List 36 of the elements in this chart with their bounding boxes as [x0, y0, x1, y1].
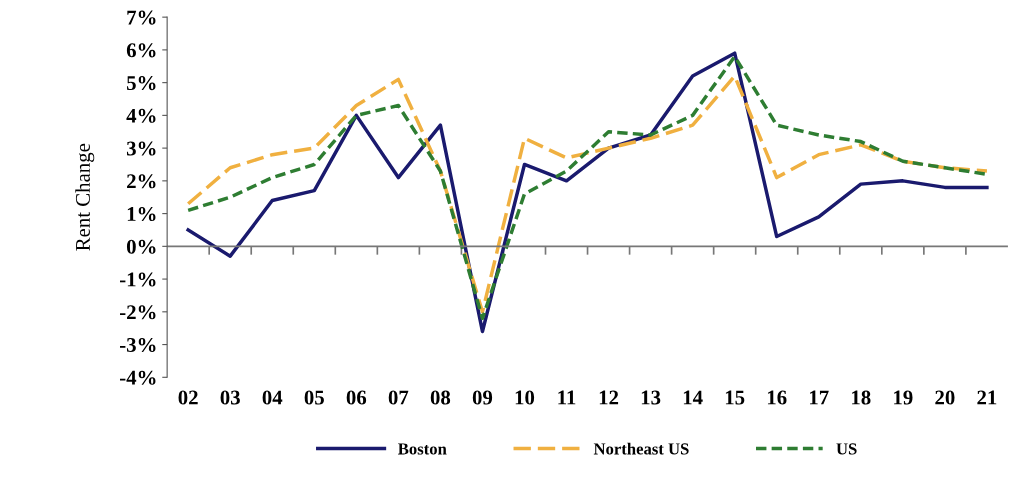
y-tick-label: 5%	[127, 76, 156, 91]
x-tick-label: 11	[558, 390, 576, 405]
y-tick-label: 7%	[127, 10, 156, 25]
x-tick-label: 17	[810, 390, 829, 405]
legend-label: Northeast US	[593, 442, 689, 455]
x-tick-label: 08	[430, 390, 451, 405]
x-tick-label: 19	[894, 390, 913, 405]
y-tick-label: 3%	[126, 141, 156, 156]
y-tick-label: -1%	[120, 272, 156, 287]
x-tick-label: 13	[641, 390, 661, 405]
x-tick-label: 12	[599, 390, 619, 405]
y-axis-title: Rent Change	[75, 143, 95, 251]
x-tick-label: 14	[683, 390, 703, 405]
x-tick-label: 03	[220, 390, 240, 405]
y-tick-label: 2%	[127, 174, 156, 189]
x-tick-label: 06	[346, 390, 367, 405]
x-tick-label: 15	[725, 390, 745, 405]
x-tick-label: 07	[388, 390, 409, 405]
x-tick-label: 16	[767, 390, 787, 405]
x-tick-label: 21	[977, 390, 997, 405]
y-tick-label: -2%	[120, 305, 156, 320]
x-tick-label: 18	[852, 390, 871, 405]
y-tick-label: -3%	[120, 337, 156, 353]
y-tick-label: -4%	[120, 370, 156, 385]
x-tick-label: 09	[472, 390, 493, 405]
x-tick-label: 04	[262, 390, 283, 405]
x-tick-label: 10	[515, 390, 535, 405]
y-tick-label: 1%	[127, 206, 156, 222]
x-tick-label: 02	[178, 390, 198, 405]
x-tick-label: 20	[935, 390, 955, 405]
y-tick-label: 0%	[126, 239, 156, 254]
y-tick-label: 6%	[126, 43, 156, 58]
legend-label: Boston	[398, 443, 447, 455]
x-tick-label: 05	[304, 390, 324, 405]
y-tick-label: 4%	[126, 108, 156, 123]
legend-label: US	[836, 443, 857, 455]
